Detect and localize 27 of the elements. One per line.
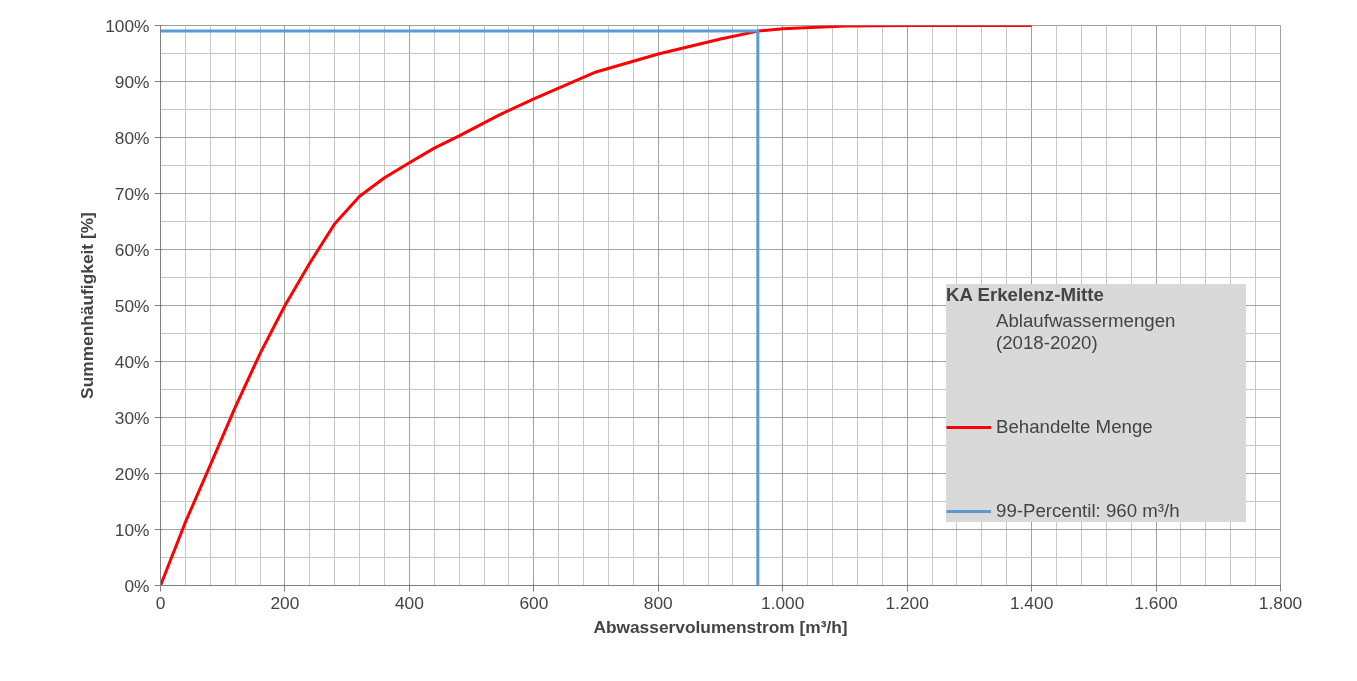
y-tick-label: 40% bbox=[114, 351, 150, 372]
y-axis-title: Summenhäufigkeit [%] bbox=[77, 212, 98, 399]
x-tick-label: 1.200 bbox=[885, 592, 929, 613]
x-tick-label: 800 bbox=[643, 592, 673, 613]
x-tick-label: 1.400 bbox=[1009, 592, 1054, 613]
y-tick-label: 10% bbox=[114, 519, 150, 540]
x-tick-label: 1.800 bbox=[1258, 592, 1303, 613]
y-tick-label: 50% bbox=[114, 295, 150, 316]
x-tick-label: 1.000 bbox=[761, 592, 805, 613]
x-axis-title: Abwasservolumenstrom [m³/h] bbox=[593, 616, 848, 637]
x-tick-label: 600 bbox=[519, 592, 549, 613]
x-tick-label: 400 bbox=[394, 592, 424, 613]
x-tick-label: 1.600 bbox=[1134, 592, 1178, 613]
y-tick-label: 30% bbox=[114, 407, 150, 428]
legend-label: Behandelte Menge bbox=[996, 416, 1154, 438]
legend-label: 99-Percentil: 960 m³/h bbox=[996, 500, 1181, 522]
x-tick-label: 200 bbox=[270, 592, 300, 613]
y-tick-label: 100% bbox=[105, 15, 150, 36]
y-tick-label: 90% bbox=[114, 71, 150, 92]
y-tick-label: 60% bbox=[114, 239, 150, 260]
y-tick-label: 70% bbox=[114, 183, 150, 204]
x-tick-label: 0 bbox=[155, 592, 166, 613]
y-tick-label: 20% bbox=[114, 463, 150, 484]
text: Ablaufwassermengen (2018-2020) bbox=[996, 310, 1177, 354]
text: KA Erkelenz-Mitte bbox=[946, 284, 1105, 306]
y-tick-label: 80% bbox=[114, 127, 150, 148]
y-tick-label: 0% bbox=[124, 575, 150, 596]
